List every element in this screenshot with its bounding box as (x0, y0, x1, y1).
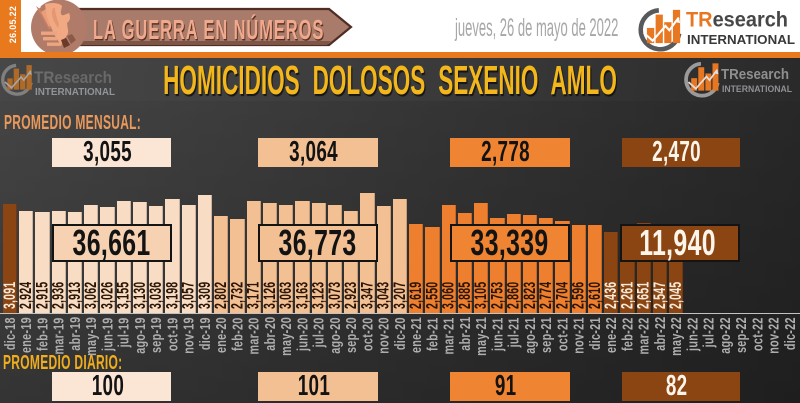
svg-text:INTERNATIONAL: INTERNATIONAL (687, 33, 795, 47)
svg-text:TResearch: TResearch (686, 9, 788, 32)
svg-text:TResearch: TResearch (34, 68, 112, 87)
svg-text:INTERNATIONAL: INTERNATIONAL (722, 84, 792, 95)
svg-text:INTERNATIONAL: INTERNATIONAL (35, 87, 115, 98)
svg-text:TResearch: TResearch (721, 66, 789, 83)
